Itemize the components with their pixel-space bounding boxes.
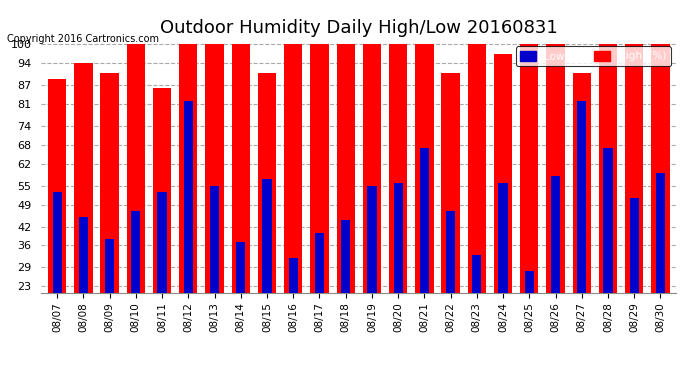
Bar: [232, 44, 250, 358]
Bar: [258, 73, 276, 358]
Bar: [546, 44, 564, 358]
Bar: [630, 198, 639, 358]
Bar: [288, 258, 298, 358]
Bar: [389, 44, 407, 358]
Bar: [105, 239, 114, 358]
Bar: [524, 270, 534, 358]
Bar: [48, 79, 66, 358]
Bar: [446, 211, 455, 358]
Bar: [179, 44, 197, 358]
Text: Copyright 2016 Cartronics.com: Copyright 2016 Cartronics.com: [7, 34, 159, 44]
Bar: [415, 44, 433, 358]
Bar: [472, 255, 482, 358]
Bar: [468, 44, 486, 358]
Bar: [210, 186, 219, 358]
Bar: [157, 192, 167, 358]
Bar: [153, 88, 171, 358]
Bar: [310, 44, 328, 358]
Bar: [236, 242, 246, 358]
Bar: [101, 73, 119, 358]
Bar: [520, 44, 538, 358]
Bar: [262, 180, 272, 358]
Bar: [79, 217, 88, 358]
Legend: Low  (%), High  (%): Low (%), High (%): [516, 46, 671, 66]
Bar: [206, 44, 224, 358]
Bar: [367, 186, 377, 358]
Bar: [625, 44, 643, 358]
Bar: [315, 233, 324, 358]
Bar: [75, 63, 92, 358]
Bar: [393, 183, 403, 358]
Bar: [184, 101, 193, 358]
Bar: [420, 148, 429, 358]
Bar: [599, 44, 617, 358]
Bar: [131, 211, 141, 358]
Bar: [577, 101, 586, 358]
Bar: [337, 44, 355, 358]
Bar: [52, 192, 61, 358]
Bar: [341, 220, 351, 358]
Bar: [498, 183, 508, 358]
Bar: [284, 44, 302, 358]
Bar: [573, 73, 591, 358]
Bar: [494, 54, 512, 358]
Bar: [551, 176, 560, 358]
Bar: [442, 73, 460, 358]
Bar: [363, 44, 381, 358]
Bar: [656, 173, 665, 358]
Bar: [127, 44, 145, 358]
Bar: [651, 44, 669, 358]
Title: Outdoor Humidity Daily High/Low 20160831: Outdoor Humidity Daily High/Low 20160831: [160, 19, 558, 37]
Bar: [604, 148, 613, 358]
